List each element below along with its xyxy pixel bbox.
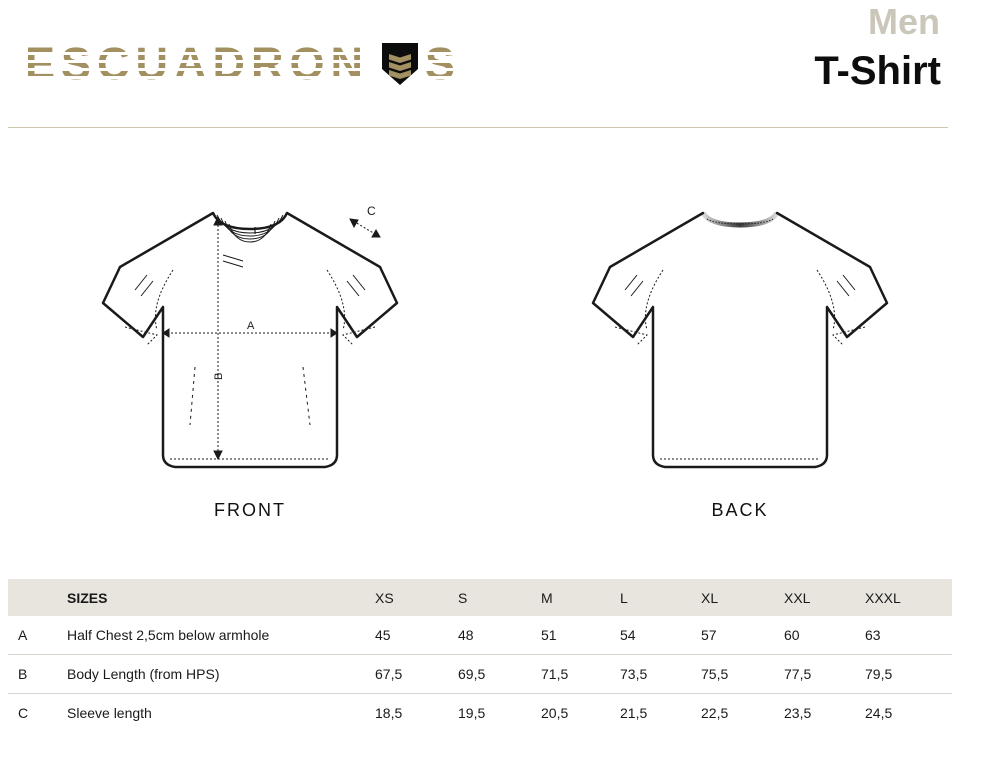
svg-text:C: C xyxy=(367,204,376,218)
svg-text:A: A xyxy=(247,320,255,332)
svg-text:B: B xyxy=(213,373,225,380)
